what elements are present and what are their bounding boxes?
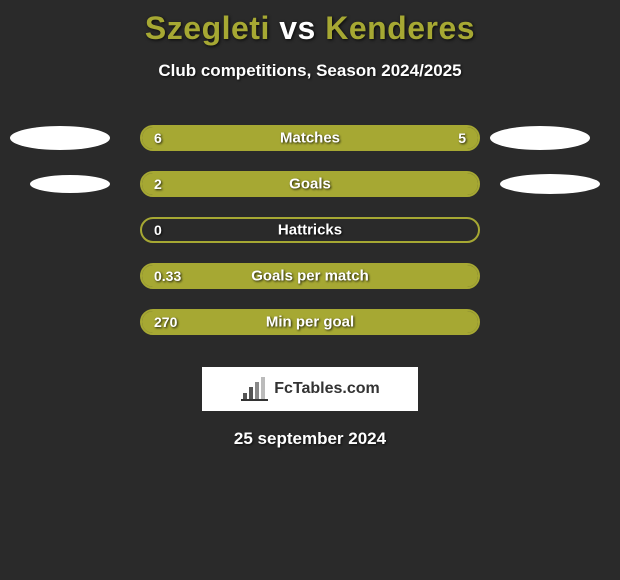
bar-chart-icon <box>240 375 270 403</box>
brand-name: FcTables.com <box>274 380 380 398</box>
stat-row: 0.33 Goals per match <box>0 253 620 299</box>
stat-left-value: 0.33 <box>154 268 181 284</box>
subtitle: Club competitions, Season 2024/2025 <box>0 61 620 81</box>
stat-bar-right-fill <box>325 127 478 149</box>
stat-right-value: 5 <box>458 130 466 146</box>
deco-ellipse <box>490 126 590 150</box>
stat-label: Matches <box>280 130 340 147</box>
stat-bar: 0 Hattricks <box>140 217 480 243</box>
stat-label: Hattricks <box>278 222 342 239</box>
deco-ellipse <box>30 175 110 193</box>
stat-bar: 6 5 Matches <box>140 125 480 151</box>
stat-row: 6 5 Matches <box>0 115 620 161</box>
player2-name: Kenderes <box>325 10 475 46</box>
stat-row: 0 Hattricks <box>0 207 620 253</box>
stat-left-value: 270 <box>154 314 177 330</box>
stat-row: 2 Goals <box>0 161 620 207</box>
vs-label: vs <box>279 10 316 46</box>
stat-left-value: 2 <box>154 176 162 192</box>
deco-ellipse <box>500 174 600 194</box>
snapshot-date: 25 september 2024 <box>0 429 620 449</box>
stat-bar: 2 Goals <box>140 171 480 197</box>
comparison-chart: 6 5 Matches 2 Goals 0 Hattricks 0.33 Goals per m… <box>0 115 620 345</box>
stat-bar: 270 Min per goal <box>140 309 480 335</box>
stat-label: Goals <box>289 176 331 193</box>
stat-label: Min per goal <box>266 314 354 331</box>
deco-ellipse <box>10 126 110 150</box>
brand-logo-box: FcTables.com <box>202 367 418 411</box>
page-title: Szegleti vs Kenderes <box>0 0 620 47</box>
stat-bar: 0.33 Goals per match <box>140 263 480 289</box>
player1-name: Szegleti <box>145 10 270 46</box>
stat-row: 270 Min per goal <box>0 299 620 345</box>
stat-label: Goals per match <box>251 268 369 285</box>
stat-left-value: 0 <box>154 222 162 238</box>
stat-left-value: 6 <box>154 130 162 146</box>
